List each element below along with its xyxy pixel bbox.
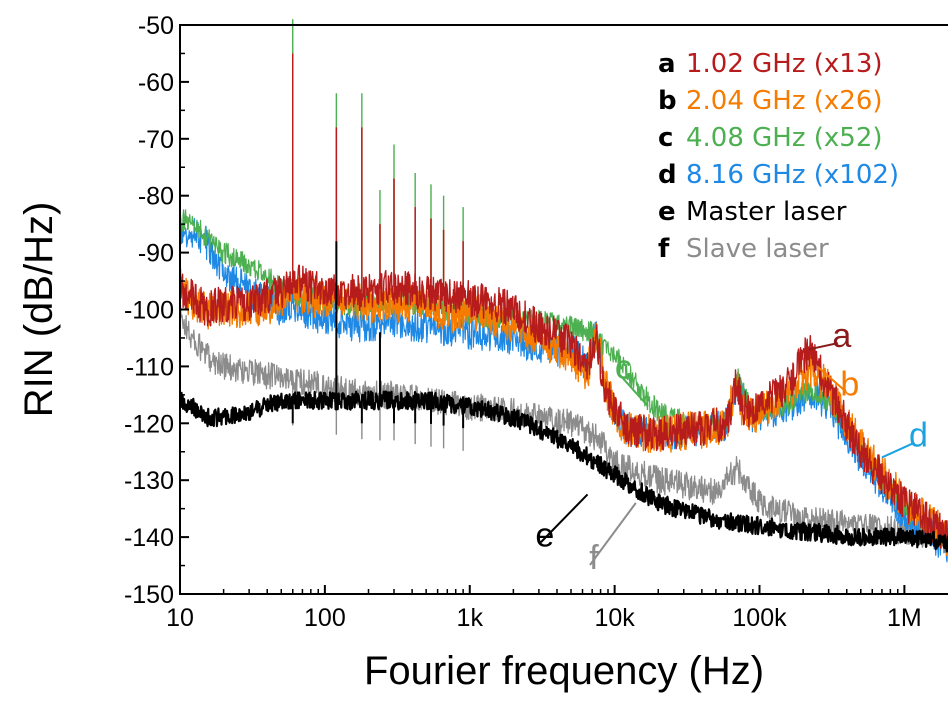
curve-label-f: f xyxy=(589,539,599,577)
curve-label-c: c xyxy=(615,348,632,386)
y-tick-label: -100 xyxy=(124,297,174,325)
x-tick-label: 1k xyxy=(457,604,484,632)
x-tick-label: 10 xyxy=(166,604,194,632)
x-tick-label: 10k xyxy=(594,604,635,632)
y-tick-label: -90 xyxy=(138,240,174,268)
y-tick-label: -140 xyxy=(124,524,174,552)
curve-label-leader-d xyxy=(881,441,915,459)
legend-label-c: 4.08 GHz (x52) xyxy=(686,123,883,153)
series-line-e xyxy=(178,390,948,553)
curve-label-leader-e xyxy=(540,493,589,543)
legend-label-d: 8.16 GHz (x102) xyxy=(686,160,899,190)
legend-key-c: c xyxy=(658,123,673,153)
x-axis-title: Fourier frequency (Hz) xyxy=(364,649,764,693)
legend-key-a: a xyxy=(658,49,676,79)
legend-key-e: e xyxy=(658,197,676,227)
annotation-layer: ab c d ef xyxy=(535,317,927,577)
legend-key-d: d xyxy=(658,160,677,190)
curve-label-b: b xyxy=(840,365,859,403)
curve-label-leader-c xyxy=(618,373,649,407)
y-axis-title: RIN (dB/Hz) xyxy=(17,202,61,418)
legend-key-b: b xyxy=(658,86,677,116)
y-tick-label: -110 xyxy=(126,353,174,381)
curve-label-e: e xyxy=(535,516,554,554)
curve-label-a: a xyxy=(832,317,851,355)
legend: a 1.02 GHz (x13) b 2.04 GHz (x26) c 4.08 GHz … xyxy=(658,49,899,264)
y-tick-label: -50 xyxy=(138,12,174,40)
series-line-f xyxy=(179,304,948,549)
x-tick-label: 100 xyxy=(304,604,346,632)
legend-label-b: 2.04 GHz (x26) xyxy=(686,86,883,116)
legend-label-e: Master laser xyxy=(686,197,847,227)
tick-layer: -50-60-70-80-90-100-110-120-130-140-1501… xyxy=(124,12,922,632)
y-tick-label: -80 xyxy=(138,183,174,211)
x-tick-label: 100k xyxy=(732,604,787,632)
curve-label-leader-a xyxy=(808,342,839,351)
curve-label-leader-b xyxy=(816,365,847,393)
legend-label-a: 1.02 GHz (x13) xyxy=(686,49,883,79)
legend-label-f: Slave laser xyxy=(686,234,829,264)
series-layer xyxy=(178,19,948,563)
y-tick-label: -60 xyxy=(138,69,174,97)
legend-key-f: f xyxy=(658,234,670,264)
y-tick-label: -130 xyxy=(124,467,174,495)
y-tick-label: -70 xyxy=(138,126,174,154)
x-tick-label: 1M xyxy=(887,604,922,632)
curve-label-leader-f xyxy=(589,502,637,566)
series-line-a xyxy=(179,264,948,550)
y-tick-label: -150 xyxy=(124,581,174,609)
y-tick-label: -120 xyxy=(124,410,174,438)
curve-label-d: d xyxy=(909,417,928,455)
